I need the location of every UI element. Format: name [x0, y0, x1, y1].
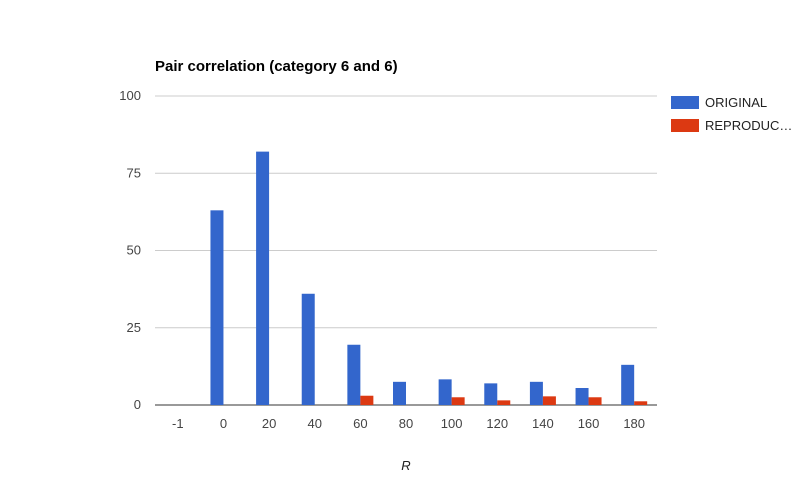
x-tick-labels: -1 0 20 40 60 80 100 120 140 160 180 — [172, 416, 645, 431]
bar — [210, 210, 224, 405]
bar — [621, 364, 635, 405]
bar — [347, 344, 361, 405]
bar — [256, 151, 270, 405]
legend-label: ORIGINAL — [705, 95, 767, 110]
y-tick-label: 25 — [127, 320, 141, 335]
x-tick-label: 140 — [532, 416, 554, 431]
legend-swatch — [671, 119, 699, 132]
bar — [634, 401, 648, 405]
bar — [438, 379, 452, 405]
bar — [497, 400, 511, 405]
bar — [588, 397, 602, 405]
bar — [484, 383, 498, 405]
x-tick-label: 180 — [623, 416, 645, 431]
x-tick-label: 100 — [441, 416, 463, 431]
y-tick-labels: 0 25 50 75 100 — [119, 88, 141, 412]
x-tick-label: -1 — [172, 416, 184, 431]
gridlines — [155, 95, 657, 406]
bar — [575, 388, 589, 405]
bar — [451, 397, 465, 405]
y-tick-label: 50 — [127, 243, 141, 258]
bar — [393, 381, 406, 405]
y-tick-label: 0 — [134, 397, 141, 412]
x-tick-label: 120 — [486, 416, 508, 431]
x-tick-label: 0 — [220, 416, 227, 431]
x-tick-label: 20 — [262, 416, 276, 431]
x-axis-title: R — [401, 458, 410, 473]
x-tick-label: 160 — [578, 416, 600, 431]
legend-swatch — [671, 96, 699, 109]
y-tick-label: 75 — [127, 165, 141, 180]
legend-label: REPRODUC… — [705, 118, 792, 133]
x-tick-label: 40 — [307, 416, 321, 431]
bar — [301, 293, 315, 405]
legend: ORIGINAL REPRODUC… — [671, 95, 792, 133]
chart-title: Pair correlation (category 6 and 6) — [155, 58, 398, 75]
bar — [542, 396, 556, 405]
bars — [210, 151, 648, 405]
x-tick-label: 80 — [399, 416, 413, 431]
bar — [360, 395, 374, 405]
y-tick-label: 100 — [119, 88, 141, 103]
bar — [529, 381, 543, 405]
x-tick-label: 60 — [353, 416, 367, 431]
